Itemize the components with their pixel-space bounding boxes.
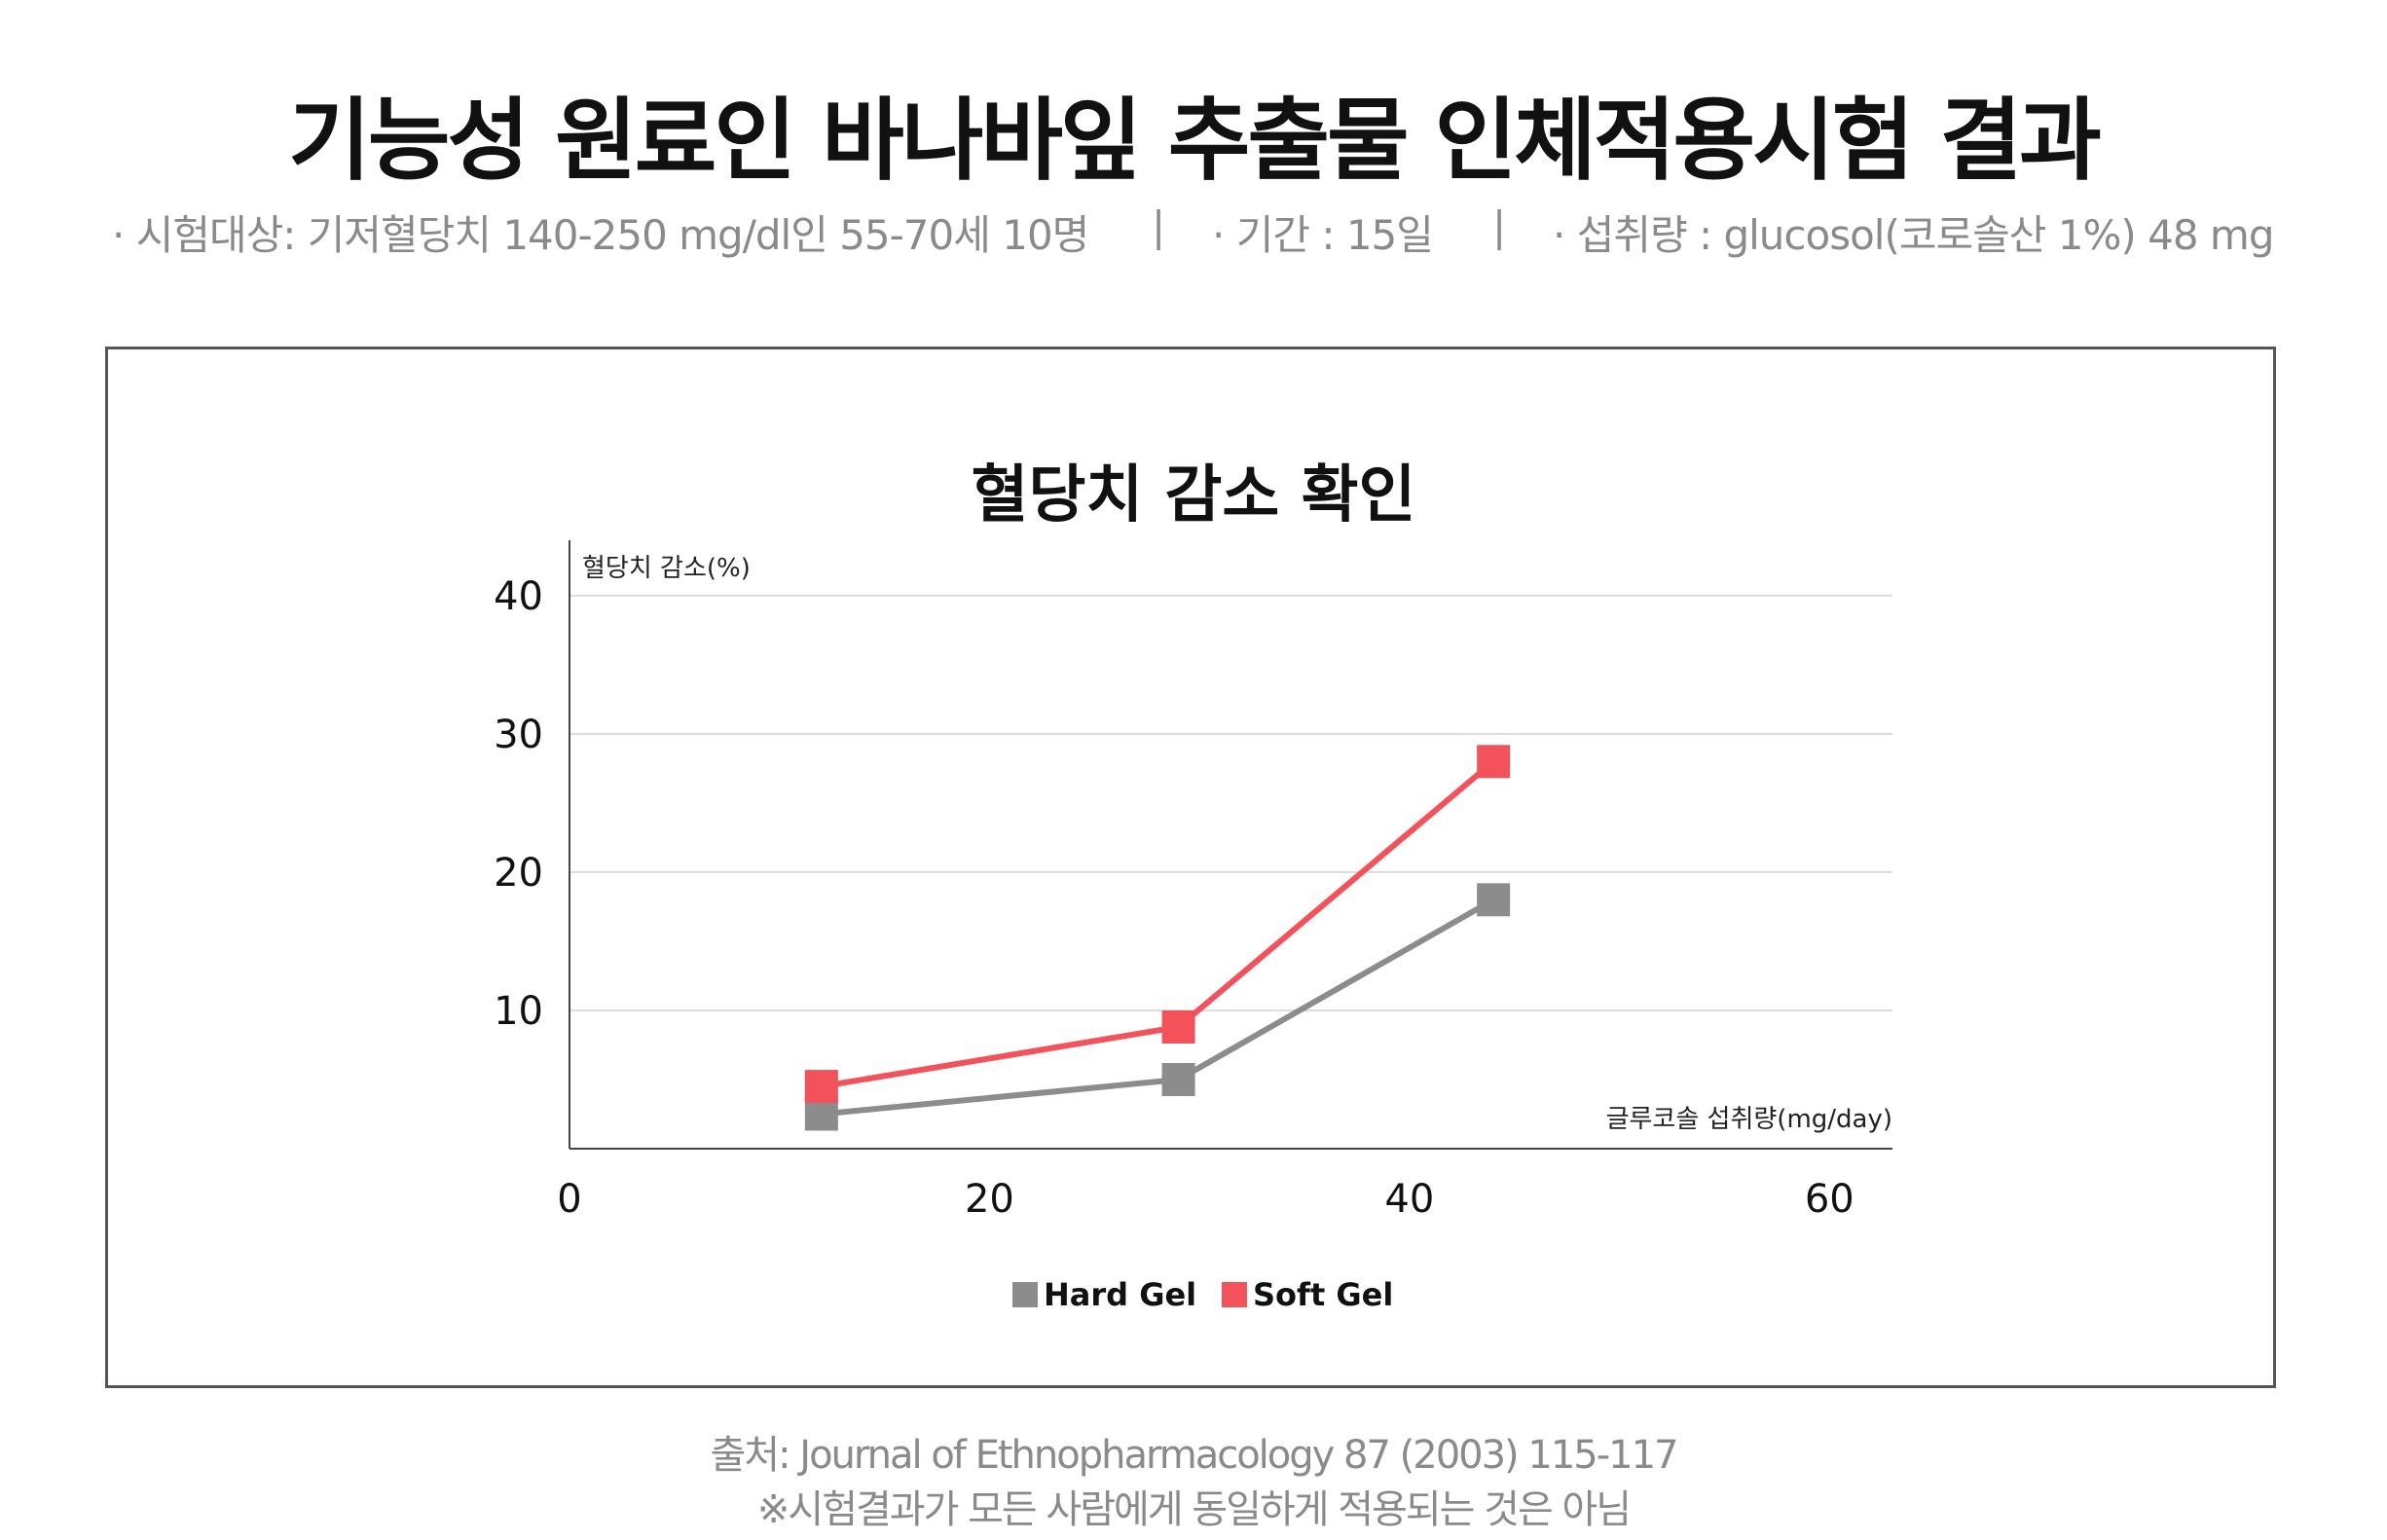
legend-swatch-hard-gel — [1012, 1282, 1038, 1307]
data-point-soft-gel — [1477, 745, 1511, 779]
x-tick-label: 60 — [1805, 1177, 1855, 1222]
series-line-hard-gel — [821, 897, 1495, 1118]
y-tick-label: 20 — [494, 851, 543, 896]
test-period: · 기간 : 15일 — [1212, 211, 1434, 259]
data-point-hard-gel — [804, 1097, 838, 1131]
chart-title: 혈당치 감소 확인 — [972, 459, 1416, 532]
test-subject: · 시험대상: 기저혈당치 140-250 mg/dl인 55-70세 10명 — [112, 211, 1089, 259]
legend-label-soft-gel: Soft Gel — [1253, 1276, 1393, 1313]
y-tick-label: 30 — [494, 713, 543, 757]
x-tick-label: 0 — [557, 1177, 581, 1222]
x-axis-label: 글루코솔 섭취량(mg/day) — [1606, 1105, 1892, 1134]
data-point-hard-gel — [1477, 883, 1511, 917]
data-point-soft-gel — [804, 1070, 838, 1104]
legend-label-hard-gel: Hard Gel — [1044, 1276, 1196, 1313]
x-tick-label: 20 — [965, 1177, 1014, 1222]
source-citation: 출처: Journal of Ethnopharmacology 87 (200… — [710, 1433, 1678, 1478]
y-tick-label: 40 — [494, 574, 543, 619]
conditions-separator: | — [1492, 202, 1506, 250]
test-intake: · 섭취량 : glucosol(코로솔산 1%) 48 mg — [1553, 211, 2274, 259]
series — [804, 745, 1511, 1131]
tick-labels: 10 20 30 40 0 20 40 60 — [494, 574, 1855, 1222]
axes — [569, 540, 1892, 1150]
page-title: 기능성 원료인 바나바잎 추출물 인체적용시험 결과 — [288, 89, 2102, 193]
y-axis-label: 혈당치 감소(%) — [582, 554, 751, 583]
legend-swatch-soft-gel — [1222, 1282, 1247, 1307]
x-tick-label: 40 — [1384, 1177, 1434, 1222]
legend: Hard Gel Soft Gel — [1012, 1276, 1393, 1313]
disclaimer: ※시험결과가 모든 사람에게 동일하게 적용되는 것은 아님 — [756, 1487, 1632, 1532]
series-line-soft-gel — [821, 758, 1496, 1090]
chart-frame — [105, 347, 2276, 1388]
y-tick-label: 10 — [494, 989, 543, 1034]
data-point-hard-gel — [1161, 1062, 1195, 1096]
conditions-separator: | — [1152, 202, 1165, 250]
gridlines — [569, 594, 1892, 1011]
data-point-soft-gel — [1161, 1010, 1195, 1044]
test-conditions: · 시험대상: 기저혈당치 140-250 mg/dl인 55-70세 10명 … — [112, 202, 2283, 261]
